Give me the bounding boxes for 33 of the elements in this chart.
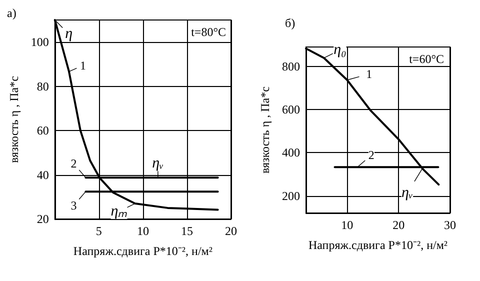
y-axis-title: вязкость η , Па*с [258, 86, 272, 174]
annotation: 3 [70, 198, 77, 213]
x-tick-label: 5 [96, 224, 102, 238]
y-tick-label: 800 [282, 59, 300, 74]
chart-title: а) [7, 6, 16, 20]
y-tick-label: 600 [282, 102, 300, 117]
annotation: ηᵥ [401, 185, 414, 202]
annotation: 1 [80, 58, 86, 73]
x-tick-label: 10 [341, 218, 354, 232]
x-axis-title: Напряж.сдвига P*10⁻², н/м² [73, 244, 213, 258]
y-tick-label: 80 [36, 79, 49, 94]
annotation: η [65, 26, 73, 42]
x-axis-title: Напряж.сдвига P*10⁻², н/м² [308, 238, 448, 252]
annotation: 2 [70, 156, 77, 171]
x-tick-label: 10 [136, 224, 149, 238]
x-tick-label: 30 [444, 218, 456, 232]
x-tick-label: 20 [392, 218, 405, 232]
annotation: η₀ [334, 42, 346, 58]
annotation: t=60°C [409, 52, 444, 66]
y-axis-title: вязкость η , Па*с [7, 76, 21, 163]
y-tick-label: 100 [30, 35, 49, 50]
x-tick-label: 15 [180, 224, 193, 238]
y-tick-label: 40 [36, 168, 49, 182]
y-tick-label: 400 [282, 146, 300, 160]
annotation: 2 [368, 148, 374, 162]
annotation: t=80°C [191, 25, 226, 39]
y-tick-label: 60 [36, 124, 49, 138]
x-tick-label: 20 [225, 224, 237, 238]
chart-title: б) [285, 16, 296, 30]
annotation: ηᵥ [152, 156, 164, 172]
y-tick-label: 200 [282, 188, 300, 203]
annotation: 1 [366, 66, 372, 81]
annotation: ηₘ [110, 204, 128, 220]
